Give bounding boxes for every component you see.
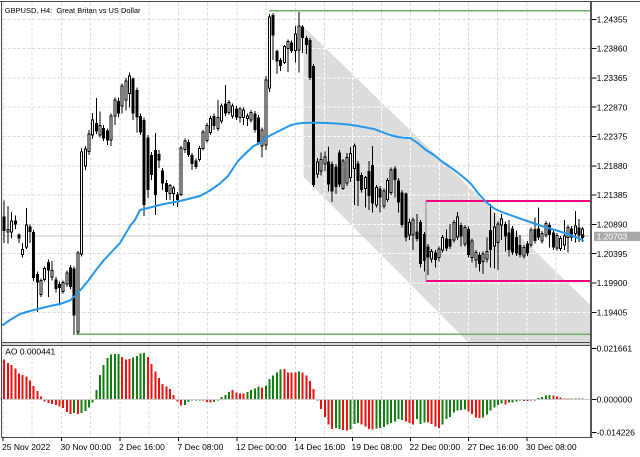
svg-text:1.20703: 1.20703: [597, 231, 628, 241]
svg-text:1.19900: 1.19900: [597, 278, 628, 288]
svg-text:1.20890: 1.20890: [597, 220, 628, 230]
svg-text:GBPUSD, H4: Great Britan vs U: GBPUSD, H4: Great Britan vs US Dollar: [5, 6, 141, 15]
svg-text:1.21880: 1.21880: [597, 161, 628, 171]
svg-text:1.20395: 1.20395: [597, 249, 628, 259]
svg-text:1.21385: 1.21385: [597, 190, 628, 200]
svg-text:1.23860: 1.23860: [597, 44, 628, 54]
svg-text:1.23365: 1.23365: [597, 73, 628, 83]
svg-text:1.22375: 1.22375: [597, 132, 628, 142]
svg-text:22 Dec 00:00: 22 Dec 00:00: [410, 442, 461, 452]
svg-text:AO 0.000441: AO 0.000441: [5, 347, 55, 357]
svg-text:0.021661: 0.021661: [597, 344, 633, 354]
svg-text:19 Dec 08:00: 19 Dec 08:00: [352, 442, 403, 452]
svg-text:12 Dec 00:00: 12 Dec 00:00: [236, 442, 287, 452]
svg-text:30 Dec 08:00: 30 Dec 08:00: [526, 442, 577, 452]
svg-text:27 Dec 16:00: 27 Dec 16:00: [468, 442, 519, 452]
svg-text:1.22870: 1.22870: [597, 102, 628, 112]
svg-text:14 Dec 16:00: 14 Dec 16:00: [295, 442, 346, 452]
svg-text:1.19405: 1.19405: [597, 307, 628, 317]
svg-text:2 Dec 16:00: 2 Dec 16:00: [119, 442, 165, 452]
svg-text:25 Nov 2022: 25 Nov 2022: [2, 442, 50, 452]
svg-text:-0.014226: -0.014226: [597, 428, 636, 438]
svg-text:30 Nov 00:00: 30 Nov 00:00: [61, 442, 112, 452]
svg-text:7 Dec 08:00: 7 Dec 08:00: [178, 442, 224, 452]
svg-text:1.24355: 1.24355: [597, 14, 628, 24]
svg-text:0.000000: 0.000000: [597, 395, 633, 405]
